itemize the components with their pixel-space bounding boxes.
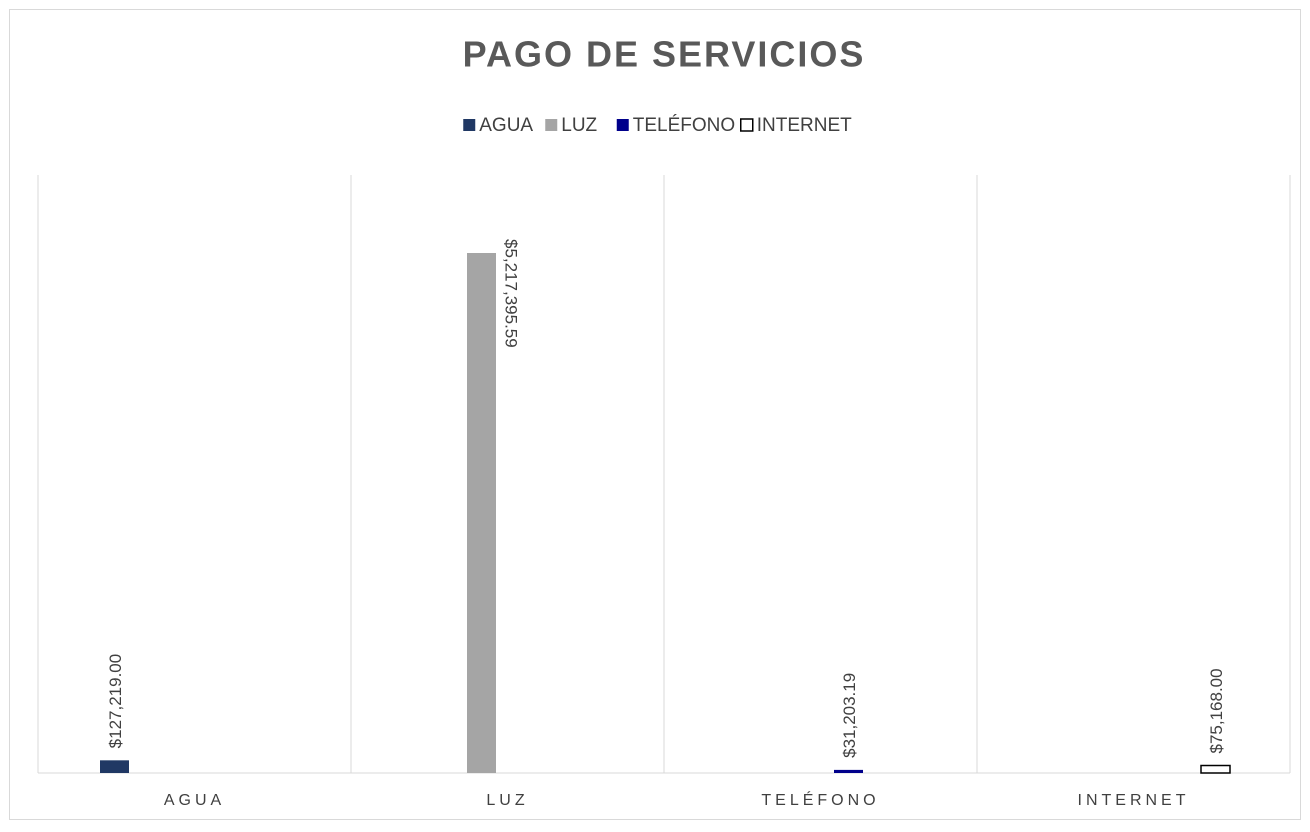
data-label: $75,168.00: [1207, 668, 1226, 753]
x-tick-label: LUZ: [486, 792, 528, 809]
x-tick-label: AGUA: [164, 792, 225, 809]
bar: [100, 760, 129, 773]
legend-label: TELÉFONO: [633, 115, 735, 136]
legend-swatch: [616, 119, 629, 131]
legend-swatch: [740, 118, 754, 132]
data-label: $31,203.19: [840, 673, 859, 758]
legend-label: INTERNET: [757, 115, 852, 136]
x-tick-label: INTERNET: [1078, 792, 1190, 809]
data-label: $5,217,395.59: [502, 239, 521, 348]
bar: [1200, 764, 1231, 774]
chart-border: [9, 9, 1301, 820]
bar: [467, 252, 496, 773]
chart-title: PAGO DE SERVICIOS: [463, 34, 866, 75]
legend-label: AGUA: [479, 115, 533, 136]
data-label: $127,219.00: [106, 654, 125, 749]
legend-label: LUZ: [561, 115, 597, 136]
x-tick-label: TELÉFONO: [761, 790, 879, 809]
legend-swatch: [545, 119, 558, 131]
legend-swatch: [463, 119, 476, 131]
bar: [834, 769, 863, 773]
